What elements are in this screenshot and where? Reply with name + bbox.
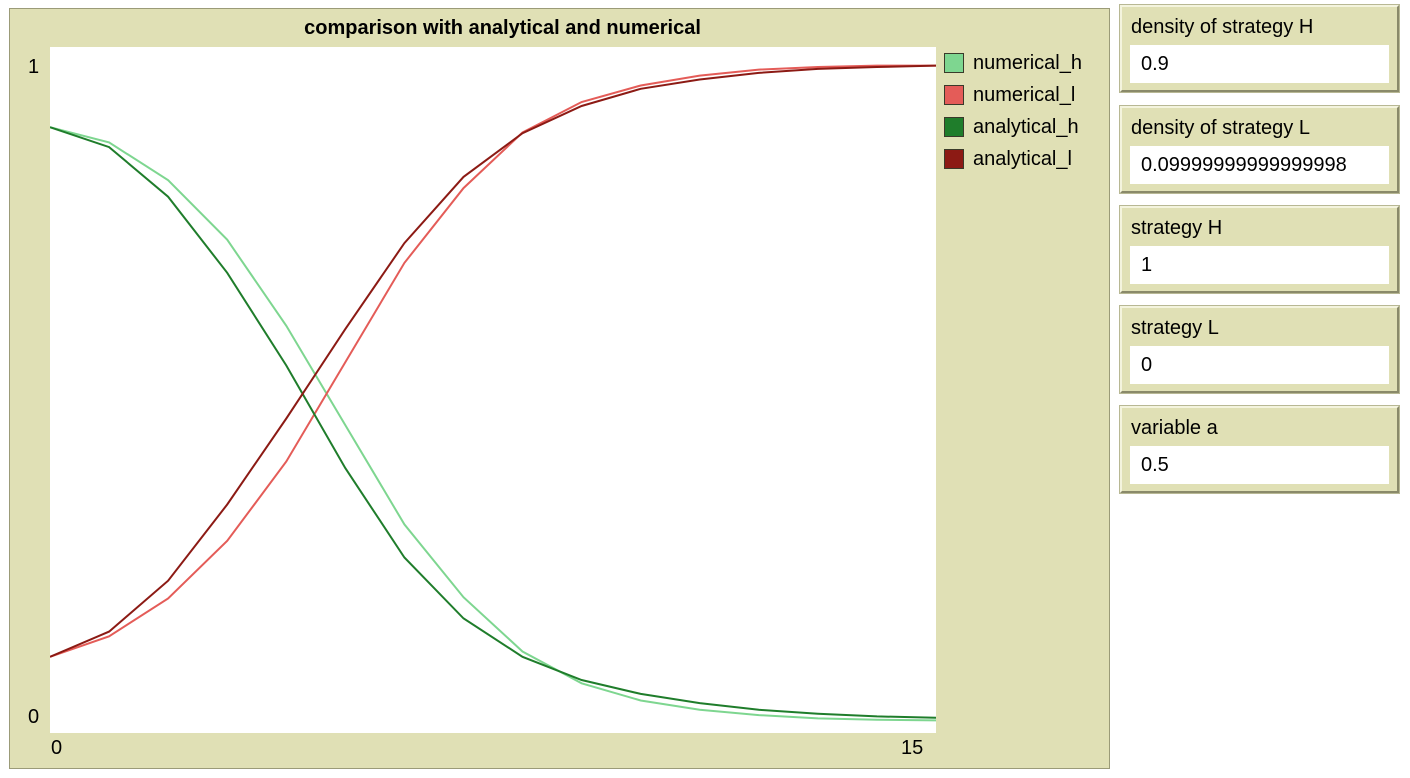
legend-swatch xyxy=(944,117,964,137)
monitor-density-strategy-h[interactable]: density of strategy H 0.9 xyxy=(1120,5,1399,92)
monitor-label: density of strategy H xyxy=(1131,16,1314,38)
monitor-value: 1 xyxy=(1130,246,1389,284)
legend-swatch xyxy=(944,85,964,105)
line-chart xyxy=(50,64,936,722)
series-line-numerical-l xyxy=(50,64,936,658)
legend-item-analytical-h: analytical_h xyxy=(944,111,1082,143)
monitor-value: 0.09999999999999998 xyxy=(1130,146,1389,184)
legend-label: analytical_l xyxy=(973,147,1072,170)
legend-label: numerical_h xyxy=(973,51,1082,74)
monitor-label: strategy L xyxy=(1131,317,1219,339)
series-line-numerical-h xyxy=(50,126,936,722)
x-axis-min-label: 0 xyxy=(51,737,63,759)
x-axis-max-label: 15 xyxy=(901,737,924,759)
series-line-analytical-l xyxy=(50,64,936,658)
legend: numerical_h numerical_l analytical_h ana… xyxy=(944,47,1082,175)
plot-title: comparison with analytical and numerical xyxy=(304,17,701,39)
plot-panel: comparison with analytical and numerical… xyxy=(9,8,1110,769)
legend-label: numerical_l xyxy=(973,83,1076,106)
legend-label: analytical_h xyxy=(973,115,1079,138)
legend-swatch xyxy=(944,149,964,169)
legend-item-numerical-h: numerical_h xyxy=(944,47,1082,79)
monitor-strategy-l[interactable]: strategy L 0 xyxy=(1120,306,1399,393)
monitor-variable-a[interactable]: variable a 0.5 xyxy=(1120,406,1399,493)
monitor-value: 0.9 xyxy=(1130,45,1389,83)
monitor-strategy-h[interactable]: strategy H 1 xyxy=(1120,206,1399,293)
legend-item-analytical-l: analytical_l xyxy=(944,143,1082,175)
monitor-label: density of strategy L xyxy=(1131,117,1310,139)
y-axis-max-label: 1 xyxy=(28,56,40,78)
monitor-value: 0 xyxy=(1130,346,1389,384)
monitor-value: 0.5 xyxy=(1130,446,1389,484)
legend-swatch xyxy=(944,53,964,73)
monitor-label: strategy H xyxy=(1131,217,1223,239)
series-line-analytical-h xyxy=(50,126,936,719)
plot-area xyxy=(50,47,936,733)
y-axis-min-label: 0 xyxy=(28,706,40,728)
monitor-density-strategy-l[interactable]: density of strategy L 0.0999999999999999… xyxy=(1120,106,1399,193)
legend-item-numerical-l: numerical_l xyxy=(944,79,1082,111)
monitor-label: variable a xyxy=(1131,417,1218,439)
